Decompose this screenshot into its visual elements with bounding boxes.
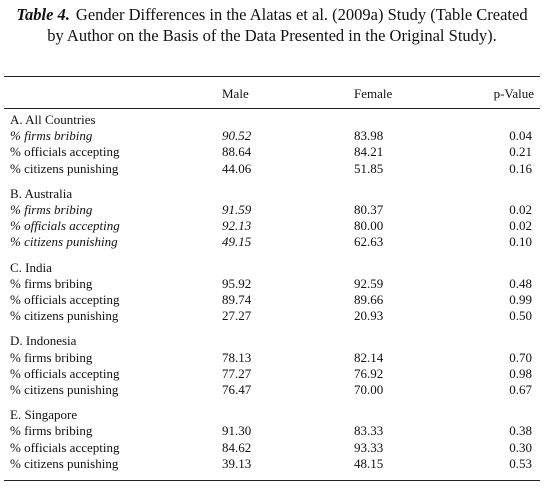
top-rule	[4, 76, 540, 77]
cell-value: 76.47	[222, 382, 252, 397]
header-rule	[4, 108, 540, 109]
cell-value: 92.59	[354, 275, 384, 291]
cell-value: 83.33	[354, 423, 384, 439]
row-label: % officials accepting	[10, 365, 120, 381]
group-header: B. Australia	[10, 185, 73, 201]
cell-value: 0.02	[509, 218, 532, 234]
cell-value: 0.99	[509, 292, 532, 307]
cell-value: 51.85	[354, 160, 384, 176]
row-label: % officials accepting	[10, 218, 120, 234]
row-label: % firms bribing	[10, 202, 93, 217]
cell-value: 78.13	[222, 349, 252, 365]
table-caption: Table 4. Gender Differences in the Alatas…	[14, 4, 530, 46]
row-label: % citizens punishing	[10, 455, 119, 471]
row-label: % firms bribing	[10, 423, 93, 439]
cell-value: 80.37	[354, 202, 384, 217]
group-header: C. India	[10, 259, 52, 275]
cell-value: 89.74	[222, 292, 252, 307]
cell-value: 49.15	[222, 234, 252, 250]
cell-value: 48.15	[354, 455, 384, 471]
row-label: % firms bribing	[10, 275, 93, 291]
cell-value: 0.21	[509, 144, 532, 160]
group-header: E. Singapore	[10, 407, 78, 423]
cell-value: 89.66	[354, 292, 384, 307]
cell-value: 0.53	[509, 455, 532, 471]
row-label: % firms bribing	[10, 349, 93, 365]
row-label: % officials accepting	[10, 439, 120, 455]
cell-value: 20.93	[354, 308, 384, 324]
cell-value: 0.30	[509, 439, 532, 455]
cell-value: 39.13	[222, 455, 252, 471]
cell-value: 62.63	[354, 234, 384, 250]
row-label: % officials accepting	[10, 144, 120, 160]
cell-value: 82.14	[354, 349, 384, 365]
row-label: % citizens punishing	[10, 160, 119, 176]
cell-value: 0.02	[509, 202, 532, 217]
caption-label: Table 4.	[16, 5, 70, 24]
cell-value: 91.30	[222, 423, 252, 439]
cell-value: 83.98	[354, 128, 384, 144]
row-label: % citizens punishing	[10, 234, 118, 250]
row-label: % citizens punishing	[10, 382, 119, 397]
cell-value: 77.27	[222, 365, 252, 381]
cell-value: 84.21	[354, 144, 384, 160]
cell-value: 93.33	[354, 439, 384, 455]
cell-value: 95.92	[222, 275, 252, 291]
cell-value: 0.16	[509, 160, 532, 176]
cell-value: 90.52	[222, 128, 252, 144]
cell-value: 91.59	[222, 202, 252, 217]
cell-value: 0.04	[509, 128, 532, 144]
cell-value: 0.50	[509, 308, 532, 324]
cell-value: 0.98	[509, 365, 532, 381]
cell-value: 80.00	[354, 218, 384, 234]
cell-value: 76.92	[354, 365, 384, 381]
column-header: Female	[354, 86, 393, 101]
cell-value: 0.48	[509, 275, 532, 291]
bottom-rule	[4, 480, 540, 481]
cell-value: 92.13	[222, 218, 252, 234]
cell-value: 0.38	[509, 423, 532, 439]
row-label: % officials accepting	[10, 292, 120, 307]
group-header: D. Indonesia	[10, 333, 77, 349]
cell-value: 0.10	[509, 234, 532, 250]
row-label: % citizens punishing	[10, 308, 119, 324]
cell-value: 70.00	[354, 382, 384, 397]
cell-value: 44.06	[222, 160, 252, 176]
row-label: % firms bribing	[10, 128, 93, 144]
column-header: p-Value	[493, 86, 534, 101]
column-header: Male	[222, 86, 249, 101]
caption-text: Gender Differences in the Alatas et al. …	[47, 5, 528, 45]
cell-value: 84.62	[222, 439, 252, 455]
group-header: A. All Countries	[10, 112, 96, 127]
cell-value: 88.64	[222, 144, 252, 160]
cell-value: 27.27	[222, 308, 252, 324]
cell-value: 0.70	[509, 349, 532, 365]
cell-value: 0.67	[509, 382, 532, 397]
